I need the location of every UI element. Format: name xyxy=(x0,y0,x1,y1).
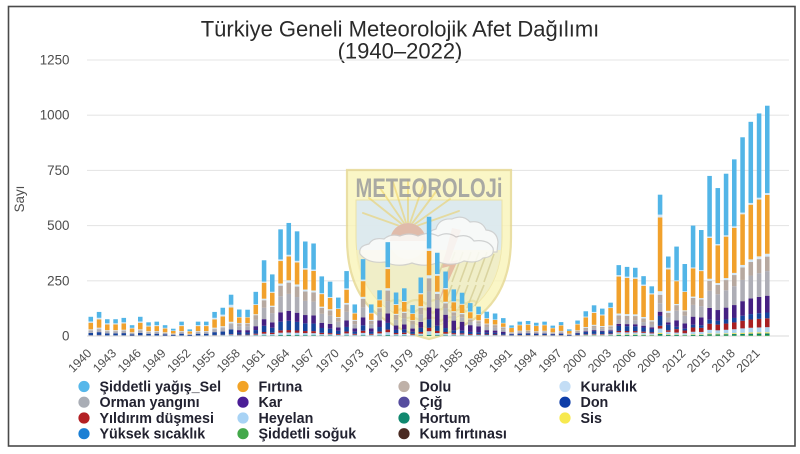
svg-text:Hortum: Hortum xyxy=(420,411,471,427)
svg-text:0: 0 xyxy=(62,329,69,344)
svg-text:METEOROLOJi: METEOROLOJi xyxy=(356,173,503,203)
svg-text:Yüksek sıcaklık: Yüksek sıcaklık xyxy=(100,427,206,443)
svg-text:Sayı: Sayı xyxy=(12,186,27,213)
svg-text:Şiddetli yağış_Sel: Şiddetli yağış_Sel xyxy=(100,379,222,395)
svg-text:Fırtına: Fırtına xyxy=(259,379,304,395)
svg-text:Orman yangını: Orman yangını xyxy=(100,395,200,411)
svg-text:Sis: Sis xyxy=(581,411,603,427)
svg-text:250: 250 xyxy=(47,273,69,288)
svg-text:Kum fırtınası: Kum fırtınası xyxy=(420,427,507,443)
svg-text:Kar: Kar xyxy=(259,395,283,411)
svg-text:1250: 1250 xyxy=(40,53,70,68)
svg-text:Yıldırım düşmesi: Yıldırım düşmesi xyxy=(100,411,214,427)
svg-text:Kuraklık: Kuraklık xyxy=(581,379,637,395)
svg-text:Çığ: Çığ xyxy=(420,395,443,411)
svg-text:500: 500 xyxy=(47,218,69,233)
svg-text:750: 750 xyxy=(47,163,69,178)
svg-text:Don: Don xyxy=(581,395,609,411)
svg-text:1000: 1000 xyxy=(40,108,70,123)
svg-text:Dolu: Dolu xyxy=(420,379,452,395)
svg-text:Heyelan: Heyelan xyxy=(259,411,314,427)
svg-text:Şiddetli soğuk: Şiddetli soğuk xyxy=(259,427,357,443)
